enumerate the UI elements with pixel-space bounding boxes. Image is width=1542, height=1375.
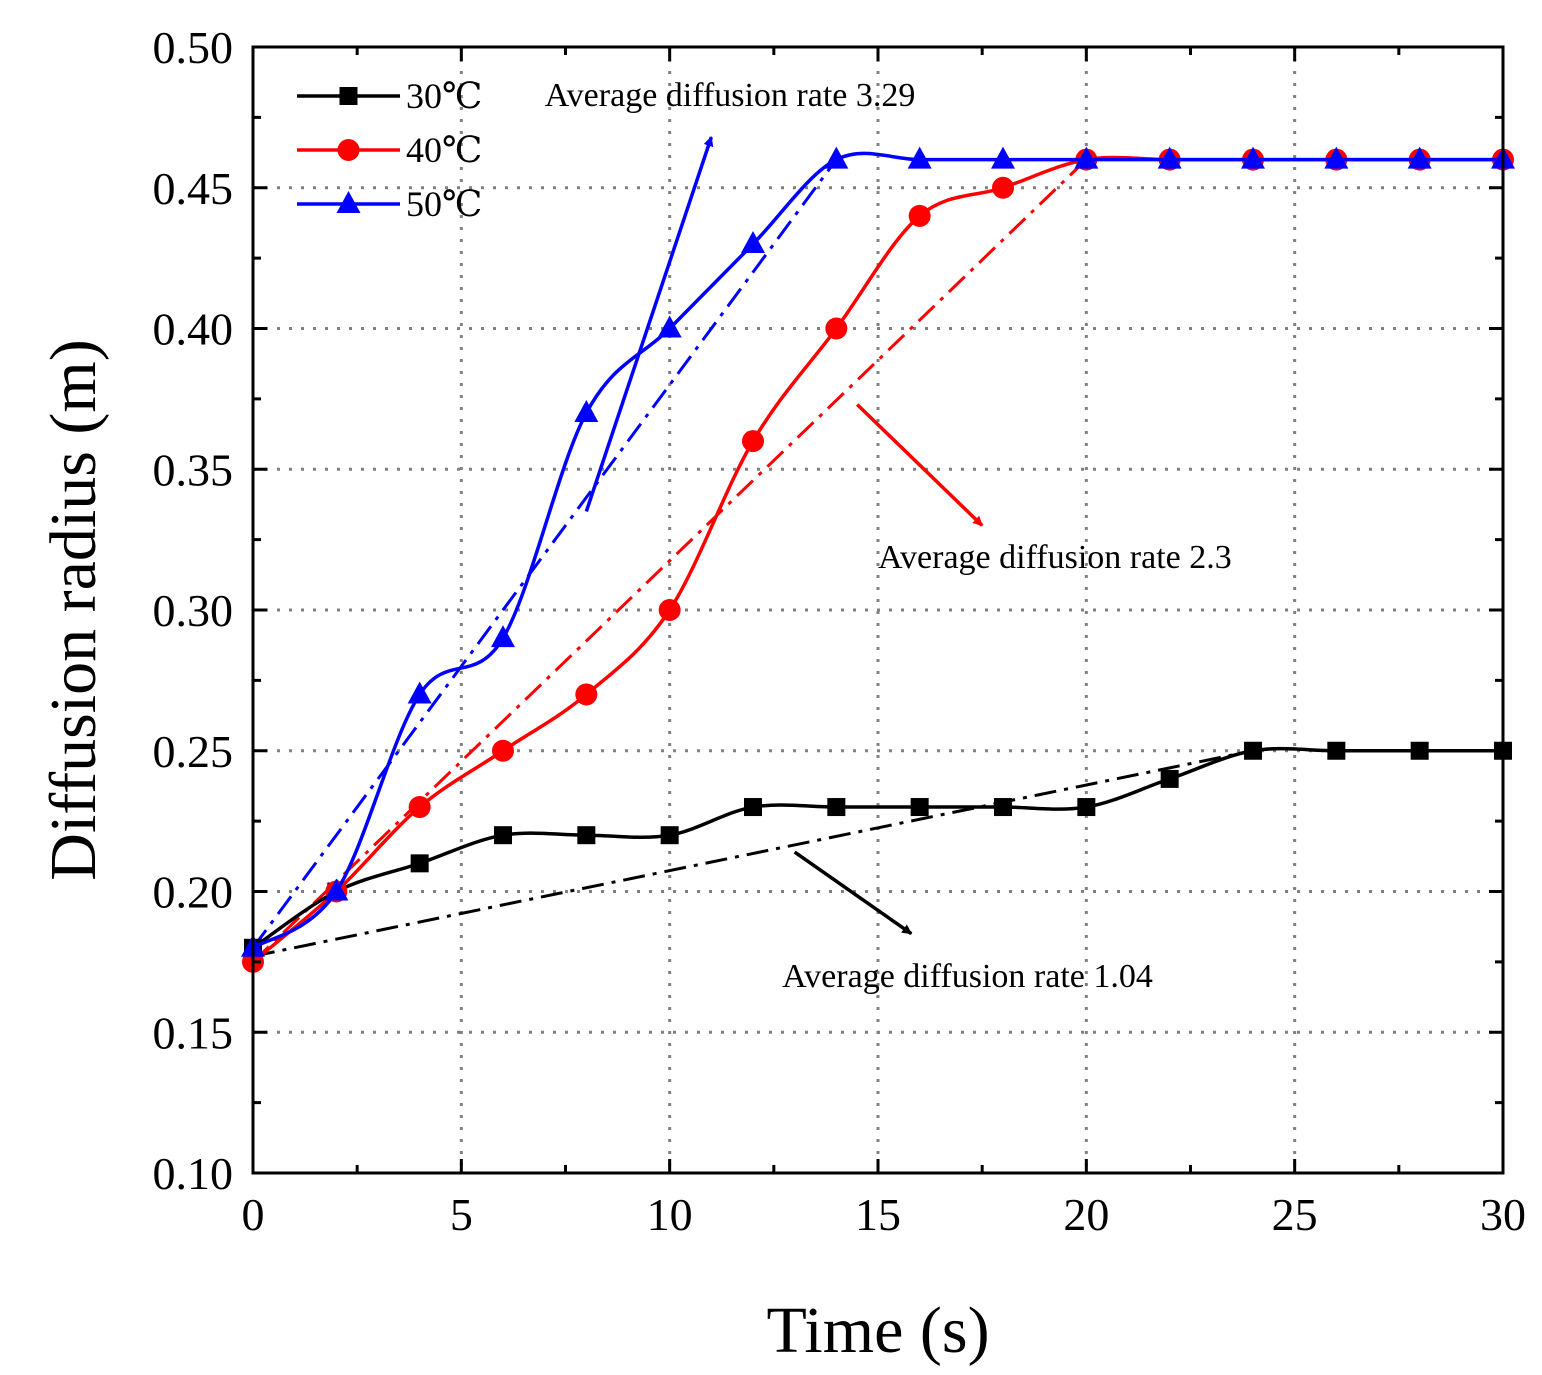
y-tick-label: 0.35: [153, 444, 234, 495]
annotation-label-0: Average diffusion rate 3.29: [545, 77, 916, 114]
data-point-circle-marker: [492, 739, 514, 762]
data-point-circle-marker: [992, 176, 1014, 199]
series-0: [244, 741, 1512, 957]
annotation-arrow-2: [793, 850, 913, 936]
data-point-square-marker: [1327, 741, 1346, 760]
legend-label: 40℃: [406, 130, 482, 170]
data-point-triangle-marker: [741, 231, 765, 254]
data-point-square-marker: [744, 798, 762, 817]
data-point-triangle-marker: [991, 146, 1015, 169]
y-tick-label: 0.25: [153, 726, 234, 777]
data-point-triangle-marker: [1324, 146, 1349, 169]
legend: 30℃ 40℃ 50℃: [297, 76, 482, 224]
x-tick-label: 20: [1063, 1189, 1109, 1240]
data-point-circle-marker: [658, 599, 681, 621]
legend-item: 30℃: [297, 76, 482, 116]
y-tick-label: 0.15: [153, 1007, 234, 1058]
data-point-square-marker: [577, 826, 596, 845]
legend-item: 40℃: [297, 130, 482, 170]
data-point-circle-marker: [742, 430, 764, 453]
series-line-2: [252, 151, 1503, 950]
data-point-square-marker: [827, 798, 846, 817]
y-tick-label: 0.20: [153, 867, 234, 918]
series-line-0: [252, 746, 1503, 950]
x-tick-label: 30: [1480, 1189, 1526, 1240]
annotation-arrow-1: [855, 403, 984, 527]
legend-label: 30℃: [406, 76, 482, 116]
y-tick-label: 0.50: [153, 22, 234, 73]
y-axis-title: Diffusion radius (m): [37, 339, 110, 880]
legend-square-marker: [339, 87, 358, 105]
data-point-circle-marker: [408, 796, 431, 819]
x-axis-title: Time (s): [766, 1294, 989, 1367]
data-point-triangle-marker: [491, 625, 515, 648]
legend-triangle-marker: [336, 191, 361, 213]
data-point-square-marker: [494, 826, 512, 845]
annotation-label-1: Average diffusion rate 2.3: [878, 539, 1232, 576]
data-point-square-marker: [910, 798, 929, 817]
series-lines: [241, 146, 1515, 973]
x-tick-label: 10: [647, 1189, 693, 1240]
data-point-triangle-marker: [324, 878, 349, 901]
data-point-triangle-marker: [824, 146, 849, 169]
legend-circle-marker: [337, 139, 360, 161]
axis-ticks: 0 5 10 15 20 25 30 0.10 0.15 0.20 0.25 0.30 0.35 0.40…: [153, 22, 1527, 1240]
data-point-triangle-marker: [1407, 146, 1432, 169]
y-tick-label: 0.40: [153, 304, 234, 355]
y-tick-label: 0.45: [153, 163, 234, 214]
x-tick-label: 0: [242, 1189, 265, 1240]
data-point-square-marker: [410, 854, 429, 873]
data-point-triangle-marker: [657, 315, 682, 338]
data-point-circle-marker: [575, 683, 598, 706]
data-point-circle-marker: [908, 204, 931, 227]
data-point-square-marker: [994, 798, 1012, 817]
data-point-triangle-marker: [1157, 146, 1182, 169]
fit-line-1: [251, 158, 1088, 963]
x-tick-label: 15: [855, 1189, 901, 1240]
legend-label: 50℃: [406, 184, 482, 224]
data-point-triangle-marker: [907, 146, 932, 169]
legend-item: 50℃: [297, 184, 482, 224]
data-point-triangle-marker: [574, 399, 599, 422]
x-tick-label: 5: [450, 1189, 473, 1240]
data-point-triangle-marker: [1074, 146, 1099, 169]
data-point-square-marker: [660, 826, 679, 845]
fit-line-0: [252, 749, 1254, 958]
y-tick-label: 0.30: [153, 585, 234, 636]
series-1: [242, 148, 1514, 973]
data-point-triangle-marker: [407, 681, 432, 704]
data-point-square-marker: [1077, 798, 1096, 817]
y-tick-label: 0.10: [153, 1148, 234, 1199]
grid: [253, 47, 1503, 1173]
annotation-arrow-0: [584, 136, 714, 513]
data-point-triangle-marker: [1241, 146, 1265, 169]
annotations: Average diffusion rate 3.29 Average diffu…: [545, 77, 1232, 995]
series-2: [241, 146, 1515, 957]
data-point-circle-marker: [825, 317, 848, 340]
data-point-square-marker: [1160, 769, 1179, 788]
fit-line-2: [251, 158, 838, 949]
x-tick-label: 25: [1272, 1189, 1318, 1240]
data-point-square-marker: [1410, 741, 1429, 760]
data-point-square-marker: [1244, 741, 1262, 760]
annotation-label-2: Average diffusion rate 1.04: [782, 958, 1153, 995]
fit-lines: [251, 158, 1254, 963]
